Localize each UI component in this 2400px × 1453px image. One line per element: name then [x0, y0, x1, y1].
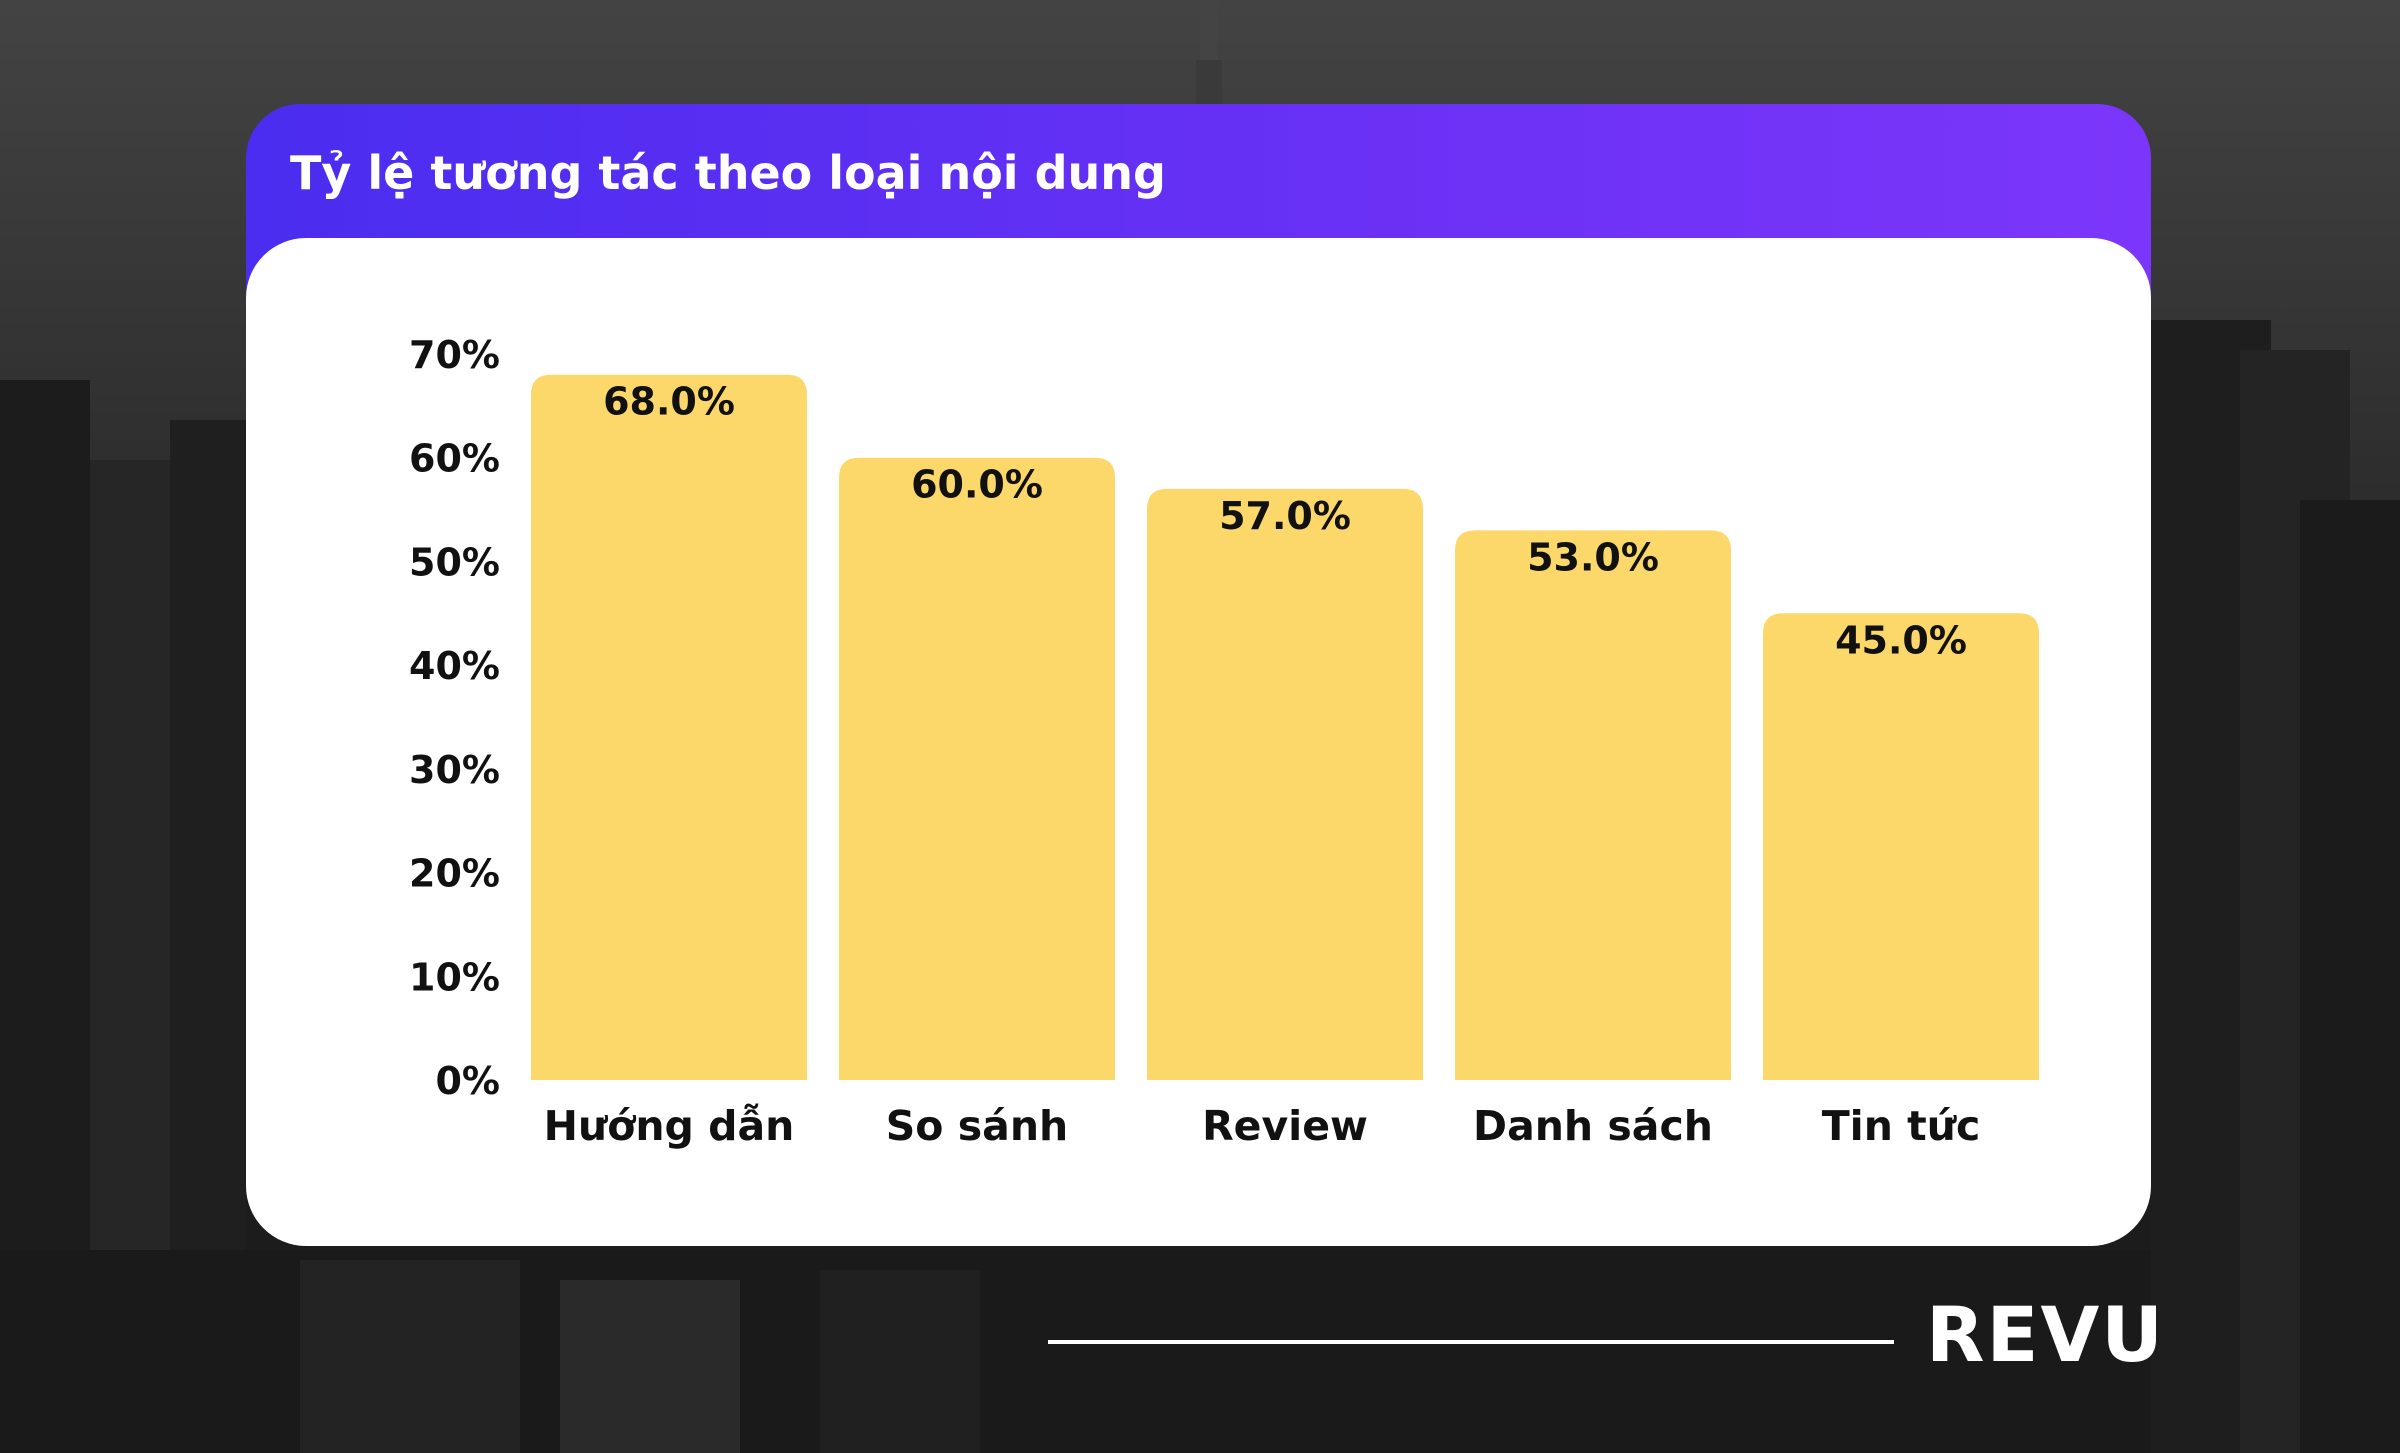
y-tick-label: 30% — [409, 748, 500, 792]
data-label: 53.0% — [1527, 535, 1659, 579]
bar-chart: 0% 10% 20% 30% 40% 50% 60% 70% 68.0% Hướng dẫn 60.… — [409, 333, 2039, 1150]
bar-5 — [1763, 613, 2039, 1080]
x-category-label: Danh sách — [1473, 1102, 1713, 1150]
x-category-label: Tin tức — [1822, 1102, 1981, 1150]
data-label: 60.0% — [911, 463, 1043, 507]
x-category-label: Review — [1202, 1102, 1368, 1150]
y-tick-label: 50% — [409, 540, 500, 584]
bar-3 — [1147, 488, 1423, 1080]
y-tick-label: 10% — [409, 955, 500, 999]
footer-divider — [1048, 1340, 1894, 1344]
data-label: 68.0% — [603, 380, 735, 424]
x-category-label: Hướng dẫn — [544, 1102, 795, 1150]
bar-1 — [531, 374, 807, 1080]
brand-logo: REVU — [1926, 1290, 2165, 1379]
data-label: 45.0% — [1835, 618, 1967, 662]
y-tick-label: 0% — [435, 1059, 500, 1103]
y-tick-label: 70% — [409, 333, 500, 377]
bar-2 — [839, 457, 1115, 1080]
y-tick-label: 20% — [409, 852, 500, 896]
y-tick-label: 40% — [409, 644, 500, 688]
data-label: 57.0% — [1219, 494, 1351, 538]
x-category-label: So sánh — [886, 1102, 1068, 1150]
y-tick-label: 60% — [409, 437, 500, 481]
chart-title: Tỷ lệ tương tác theo loại nội dung — [290, 146, 1166, 200]
bar-4 — [1455, 530, 1731, 1080]
